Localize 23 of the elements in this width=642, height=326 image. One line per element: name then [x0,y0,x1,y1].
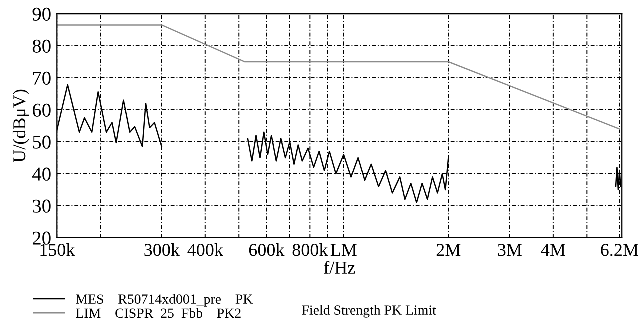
x-axis-title: f/Hz [324,261,356,274]
y-tick-label: 70 [33,72,51,85]
x-tick-label: 2M [436,244,461,256]
x-tick-label: 600k [249,244,285,256]
x-tick-label: 300k [144,244,180,256]
legend-label: MES R50714xd001_pre PK [76,294,254,307]
y-tick-label: 40 [32,168,51,181]
x-tick-label: LM [330,244,357,256]
x-tick-label: 4M [541,244,566,256]
text: Field Strength PK Limit [302,305,436,318]
x-tick-label: 400k [188,244,224,256]
x-tick-label: 6.2M [601,244,638,256]
x-tick-label: 3M [498,244,522,256]
y-tick-label: 50 [33,136,51,149]
y-tick-label: 80 [32,40,51,53]
x-tick-label: 800k [292,244,328,256]
y-axis-title: U/(dBμV) [12,90,30,163]
x-tick-label: 150k [40,244,76,256]
legend-label: LIM CISPR 25 Fbb PK2 [76,308,241,318]
y-tick-label: 20 [32,232,51,245]
y-tick-label: 90 [32,8,51,21]
y-tick-label: 60 [32,104,51,117]
y-tick-label: 30 [33,200,51,213]
